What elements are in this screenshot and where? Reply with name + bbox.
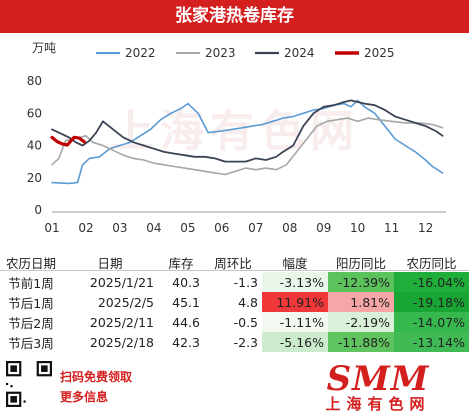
col-header-magnitude: 幅度 [282,255,308,271]
x-tick-label: 02 [78,221,93,235]
smm-logo-subtitle: 上海有色网 [325,395,431,413]
legend-label-2024: 2024 [284,46,315,60]
cell-lunar-date: 节后2周 [8,315,54,331]
col-header-inventory: 库存 [168,255,194,271]
cell-inventory: 45.1 [172,294,200,310]
smm-logo-text: SMM [326,359,430,399]
table-row: 节前1周 2025/1/21 40.3 -1.3 -3.13% -12.39% -16.04… [0,272,469,292]
qr-code-icon[interactable] [6,361,52,407]
series-line-2022 [51,99,444,185]
legend-label-2025: 2025 [364,46,395,60]
cell-lunar-date: 节后1周 [8,295,54,311]
col-header-lunar-date: 农历日期 [5,255,56,271]
y-tick-label: 60 [27,106,42,120]
cell-inventory: 42.3 [172,334,200,350]
col-header-date: 日期 [97,255,123,271]
table-row: 节后2周 2025/2/11 44.6 -0.5 -1.11% -2.19% -14.07% [0,312,469,332]
cell-wow: -2.3 [233,334,258,350]
table-row: 节后1周 2025/2/5 45.1 4.8 11.91% 1.81% -19.18% [0,292,469,312]
qr-caption-line1: 扫码免费领取 [60,370,133,384]
cell-wow: -1.3 [233,274,258,290]
series-line-2024 [51,99,444,163]
cell-magnitude: -5.16% [262,332,328,352]
series-line-2025 [50,135,86,147]
col-header-lunar-yoy: 农历同比 [406,255,457,271]
cell-solar-yoy: -11.88% [328,332,394,352]
footer: 扫码免费领取 更多信息 SMM 上海有色网 [0,356,469,416]
x-tick-label: 11 [384,221,399,235]
cell-lunar-yoy: -13.14% [394,332,469,352]
x-tick-label: 12 [418,221,433,235]
col-header-wow: 周环比 [214,255,252,271]
cell-date: 2025/2/5 [97,294,154,310]
x-tick-label: 08 [282,221,297,235]
cell-wow: 4.8 [238,294,258,310]
table-row: 节后3周 2025/2/18 42.3 -2.3 -5.16% -11.88% -13.14… [0,332,469,352]
x-tick-label: 06 [214,221,229,235]
cell-magnitude: -1.11% [262,312,328,332]
cell-magnitude: 11.91% [262,292,328,312]
table-header-row: 农历日期 日期 库存 周环比 幅度 阳历同比 农历同比 [0,252,469,272]
smm-logo: SMM 上海有色网 [293,362,463,414]
chart-title: 张家港热卷库存 [0,0,469,33]
x-tick-label: 03 [112,221,127,235]
cell-inventory: 44.6 [172,314,200,330]
cell-date: 2025/2/18 [89,334,154,350]
y-axis-unit-label: 万吨 [32,41,56,55]
y-tick-label: 20 [27,171,42,185]
table-header-divider [0,270,469,271]
x-tick-label: 07 [248,221,263,235]
x-tick-label: 05 [180,221,195,235]
cell-date: 2025/2/11 [89,314,154,330]
cell-lunar-yoy: -14.07% [394,312,469,332]
y-tick-label: 80 [27,74,42,88]
legend-label-2022: 2022 [125,46,156,60]
inventory-table: 农历日期 日期 库存 周环比 幅度 阳历同比 农历同比 节前1周 2025/1/2… [0,252,469,352]
cell-solar-yoy: 1.81% [328,292,394,312]
x-tick-label: 09 [316,221,331,235]
y-tick-label: 0 [34,203,42,217]
legend-label-2023: 2023 [205,46,236,60]
cell-lunar-date: 节前1周 [8,275,54,291]
cell-lunar-yoy: -19.18% [394,292,469,312]
cell-lunar-date: 节后3周 [8,335,54,351]
series-line-2023 [51,117,444,176]
cell-wow: -0.5 [233,314,258,330]
x-tick-label: 01 [44,221,59,235]
cell-magnitude: -3.13% [262,272,328,292]
cell-inventory: 40.3 [172,274,200,290]
cell-solar-yoy: -2.19% [328,312,394,332]
x-tick-label: 04 [146,221,161,235]
line-chart: 万吨 0 20 40 60 80 01 02 03 04 05 06 07 08 09 10 11 12 2022 2… [27,41,446,235]
cell-date: 2025/1/21 [89,274,154,290]
qr-caption-line2: 更多信息 [60,390,109,404]
y-tick-label: 40 [27,139,42,153]
x-tick-label: 10 [350,221,365,235]
cell-solar-yoy: -12.39% [328,272,394,292]
col-header-solar-yoy: 阳历同比 [335,255,386,271]
cell-lunar-yoy: -16.04% [394,272,469,292]
